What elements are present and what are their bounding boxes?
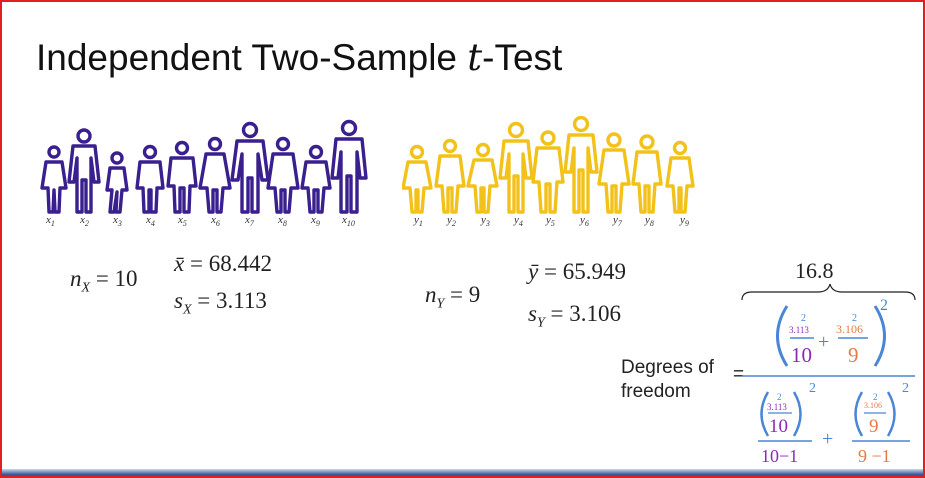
svg-text:2: 2 <box>873 392 878 402</box>
y-label: y5 <box>546 214 555 229</box>
y-label: y7 <box>613 214 622 229</box>
ny: 9 <box>848 343 859 367</box>
y-label: y1 <box>414 214 423 229</box>
sd-y: sY = 3.106 <box>528 301 621 331</box>
x-label: x5 <box>178 214 187 229</box>
svg-text:3.113: 3.113 <box>767 402 787 412</box>
ny-minus: 9 −1 <box>858 446 891 466</box>
y-label: y9 <box>680 214 689 229</box>
exp: 2 <box>880 297 888 314</box>
nx: 10 <box>791 343 812 367</box>
group-y-people <box>402 116 695 214</box>
sx: 3.113 <box>789 325 809 335</box>
svg-text:9: 9 <box>869 416 879 437</box>
group-x-people <box>40 119 368 214</box>
x-label: x1 <box>46 214 55 229</box>
sq: 2 <box>852 313 857 324</box>
y-label: y3 <box>481 214 490 229</box>
bottom-bar <box>0 469 925 478</box>
dof-equals: = <box>733 364 745 385</box>
y-label: y2 <box>447 214 456 229</box>
dof-result: 16.8 <box>795 258 834 283</box>
plus: + <box>818 331 829 353</box>
nx-minus: 10−1 <box>761 446 798 466</box>
paren-left <box>776 305 789 367</box>
sq: 2 <box>801 313 806 324</box>
svg-text:2: 2 <box>902 381 909 396</box>
svg-text:2: 2 <box>809 381 816 396</box>
x-label: x4 <box>146 214 155 229</box>
paren-right <box>873 305 886 367</box>
y-label: y4 <box>514 214 523 229</box>
y-label: y6 <box>580 214 589 229</box>
mean-y: ȳ = 65.949 <box>528 259 626 284</box>
x-label: x8 <box>278 214 287 229</box>
x-label: x6 <box>211 214 220 229</box>
x-label: x10 <box>342 214 355 229</box>
svg-text:3.106: 3.106 <box>864 401 882 410</box>
mean-x: x̄ = 68.442 <box>174 251 272 276</box>
sy: 3.106 <box>836 322 863 336</box>
x-label: x7 <box>245 214 254 229</box>
x-label: x2 <box>80 214 89 229</box>
overbrace <box>741 283 916 301</box>
x-label: x3 <box>113 214 122 229</box>
slide-title: Independent Two-Sample t-Test <box>36 36 563 79</box>
n-x: nX = 10 <box>70 266 138 296</box>
svg-text:2: 2 <box>777 392 782 402</box>
y-label: y8 <box>645 214 654 229</box>
n-y: nY = 9 <box>425 282 481 312</box>
svg-text:+: + <box>822 428 833 450</box>
x-label: x9 <box>311 214 320 229</box>
sd-x: sX = 3.113 <box>174 288 267 318</box>
dof-label: Degrees of freedom <box>621 357 714 402</box>
svg-text:10: 10 <box>769 416 788 437</box>
